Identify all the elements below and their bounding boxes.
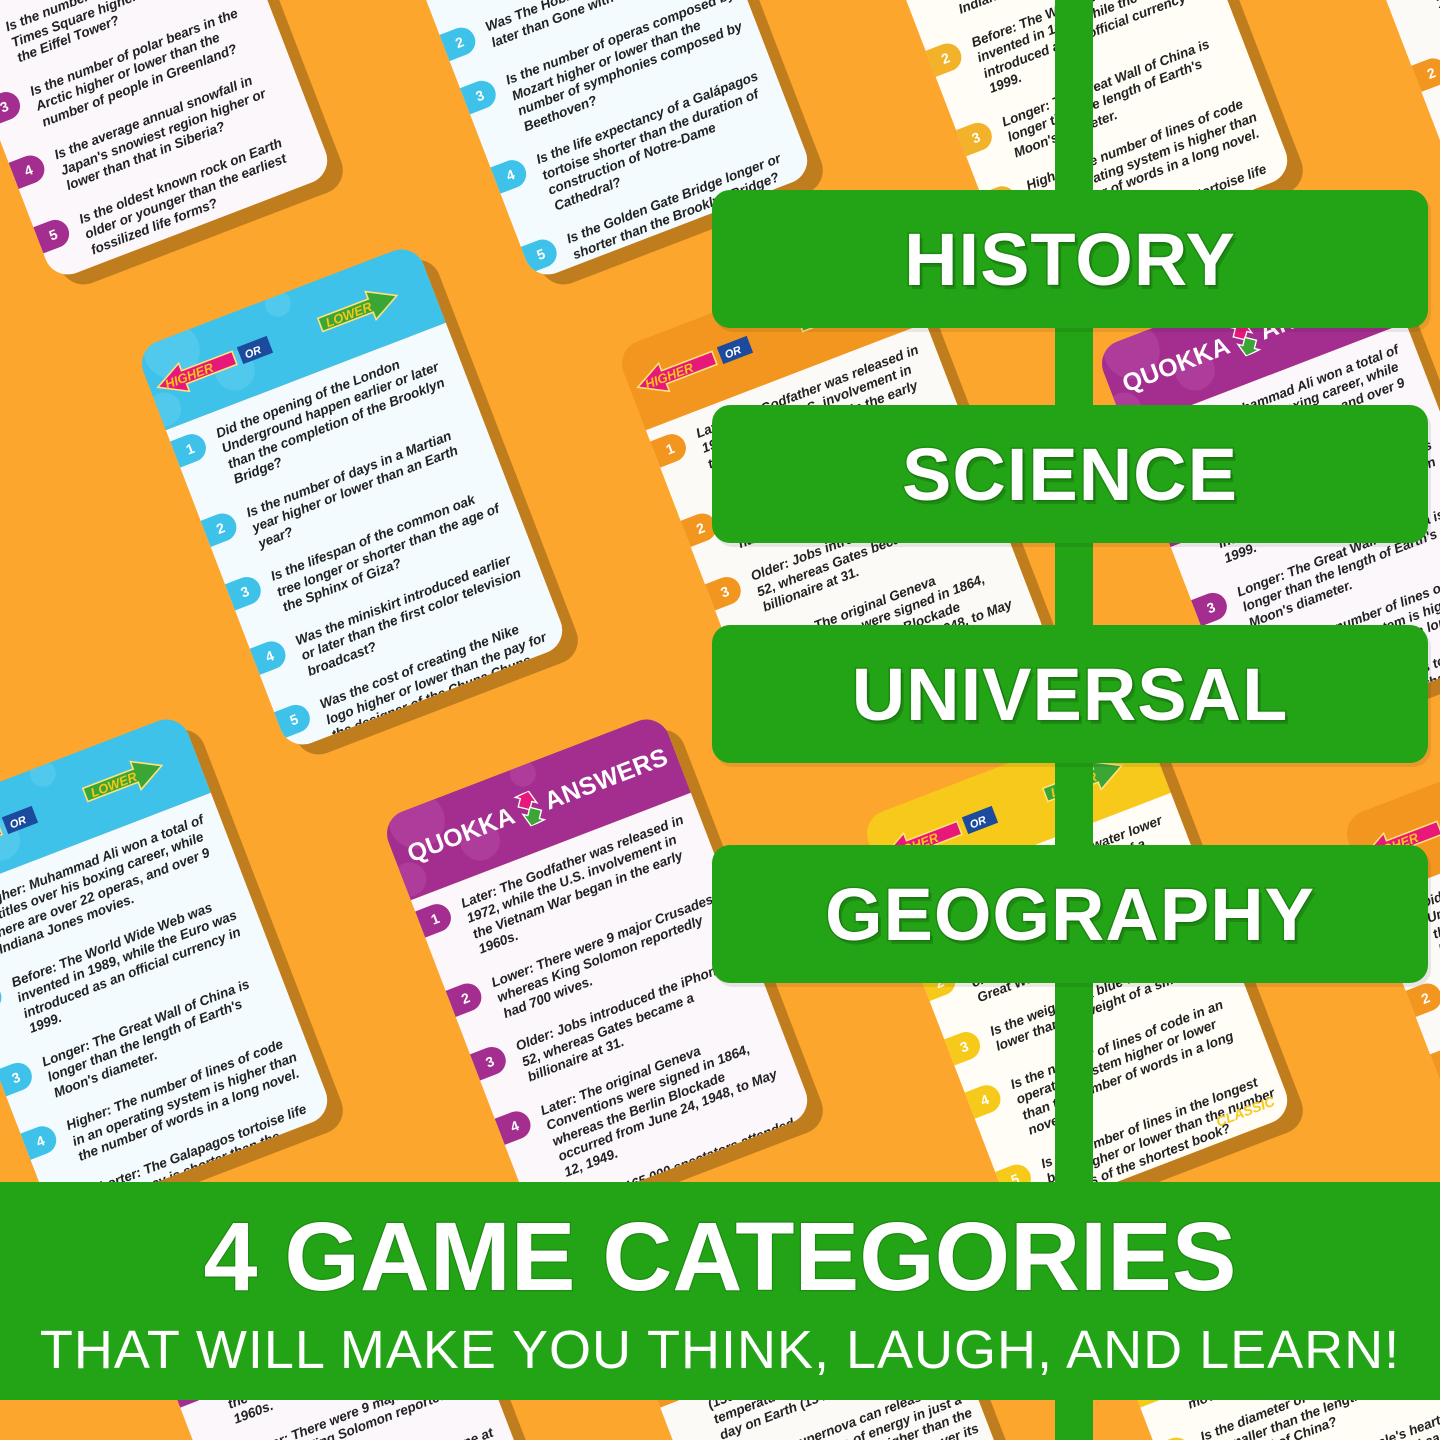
svg-text:HIGHER: HIGHER <box>643 360 696 392</box>
svg-text:HIGHER: HIGHER <box>163 360 216 392</box>
svg-text:LOWER: LOWER <box>323 299 374 331</box>
svg-text:LOWER: LOWER <box>88 769 139 801</box>
